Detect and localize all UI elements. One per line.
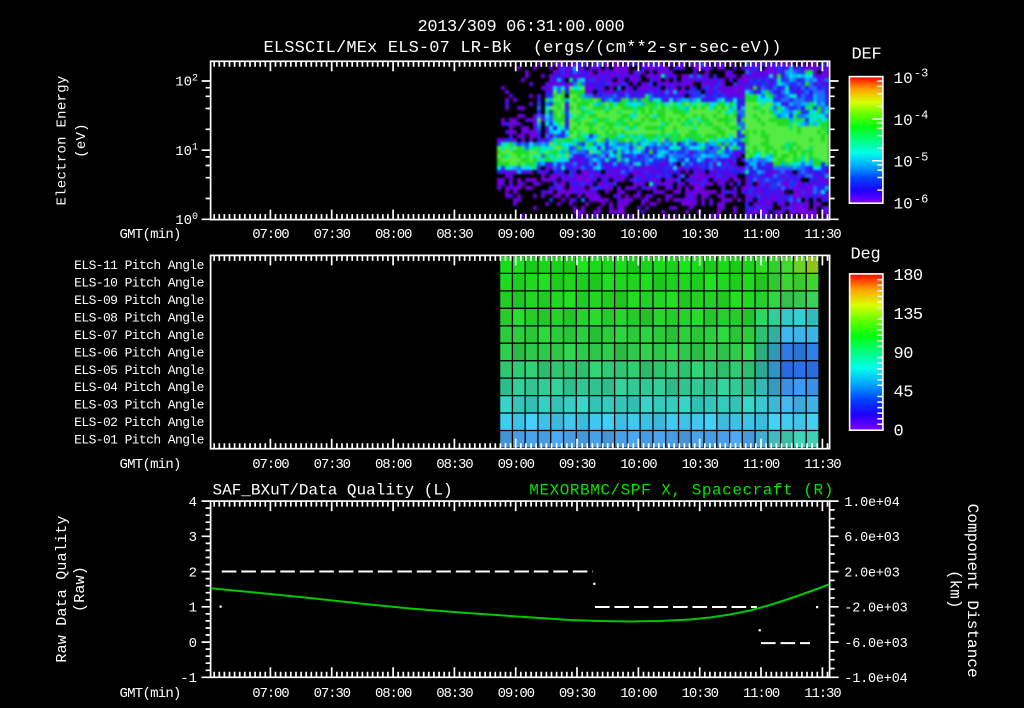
svg-text:10:30: 10:30 <box>682 227 719 243</box>
svg-text:09:00: 09:00 <box>498 686 535 702</box>
svg-text:GMT(min): GMT(min) <box>120 686 181 702</box>
svg-text:6.0e+03: 6.0e+03 <box>844 531 899 546</box>
svg-text:2: 2 <box>192 74 198 85</box>
svg-text:(eV): (eV) <box>74 123 90 158</box>
svg-text:(km): (km) <box>946 570 964 609</box>
svg-text:10:00: 10:00 <box>620 457 657 473</box>
svg-text:11:00: 11:00 <box>743 457 780 473</box>
svg-text:ELS-05 Pitch Angle: ELS-05 Pitch Angle <box>74 363 204 378</box>
svg-text:ELS-10 Pitch Angle: ELS-10 Pitch Angle <box>74 276 204 291</box>
svg-text:10:00: 10:00 <box>620 686 657 702</box>
svg-text:MEXORBMC/SPF X, Spacecraft (R): MEXORBMC/SPF X, Spacecraft (R) <box>529 481 834 499</box>
svg-text:45: 45 <box>894 384 914 403</box>
svg-text:180: 180 <box>894 267 923 286</box>
svg-text:-6.0e+03: -6.0e+03 <box>844 637 907 652</box>
svg-text:07:00: 07:00 <box>252 227 289 243</box>
svg-text:DEF: DEF <box>852 46 882 65</box>
svg-text:ELS-08 Pitch Angle: ELS-08 Pitch Angle <box>74 311 204 326</box>
svg-text:SAF_BXuT/Data Quality (L): SAF_BXuT/Data Quality (L) <box>213 481 453 499</box>
svg-text:07:30: 07:30 <box>314 457 351 473</box>
svg-text:08:30: 08:30 <box>436 227 473 243</box>
svg-text:-5: -5 <box>914 150 928 164</box>
svg-text:09:00: 09:00 <box>498 457 535 473</box>
svg-text:-1: -1 <box>180 671 197 687</box>
svg-text:ELS-06 Pitch Angle: ELS-06 Pitch Angle <box>74 345 204 360</box>
svg-text:ELS-04 Pitch Angle: ELS-04 Pitch Angle <box>74 380 204 395</box>
svg-text:10: 10 <box>175 75 192 91</box>
svg-text:09:30: 09:30 <box>559 457 596 473</box>
svg-text:07:00: 07:00 <box>252 457 289 473</box>
svg-text:11:30: 11:30 <box>804 457 841 473</box>
svg-text:0: 0 <box>894 423 904 442</box>
svg-text:09:30: 09:30 <box>559 686 596 702</box>
svg-text:11:30: 11:30 <box>804 227 841 243</box>
svg-text:-2.0e+03: -2.0e+03 <box>844 602 907 617</box>
svg-text:10: 10 <box>894 112 913 130</box>
svg-text:07:30: 07:30 <box>314 686 351 702</box>
svg-text:11:00: 11:00 <box>743 227 780 243</box>
svg-text:-4: -4 <box>914 109 928 123</box>
svg-text:Electron Energy: Electron Energy <box>55 75 71 205</box>
svg-text:09:30: 09:30 <box>559 227 596 243</box>
svg-text:0: 0 <box>189 636 197 652</box>
svg-text:1: 1 <box>192 143 198 154</box>
svg-text:3: 3 <box>189 530 197 546</box>
svg-text:ELS-02 Pitch Angle: ELS-02 Pitch Angle <box>74 415 204 430</box>
svg-text:-6: -6 <box>914 192 928 206</box>
svg-text:07:00: 07:00 <box>252 686 289 702</box>
svg-text:90: 90 <box>894 345 914 364</box>
svg-text:ELSSCIL/MEx ELS-07 LR-Bk (erg: ELSSCIL/MEx ELS-07 LR-Bk (ergs/(cm**2-sr… <box>264 39 782 58</box>
svg-text:Component Distance: Component Distance <box>963 504 981 678</box>
svg-text:10: 10 <box>894 70 913 88</box>
svg-text:07:30: 07:30 <box>314 227 351 243</box>
svg-text:08:30: 08:30 <box>436 686 473 702</box>
svg-text:ELS-11 Pitch Angle: ELS-11 Pitch Angle <box>74 258 204 273</box>
svg-text:ELS-03 Pitch Angle: ELS-03 Pitch Angle <box>74 398 204 413</box>
svg-text:4: 4 <box>189 495 197 511</box>
svg-text:(Raw): (Raw) <box>72 566 89 612</box>
svg-text:ELS-01 Pitch Angle: ELS-01 Pitch Angle <box>74 433 204 448</box>
svg-text:10:30: 10:30 <box>682 457 719 473</box>
svg-text:2.0e+03: 2.0e+03 <box>844 566 899 581</box>
svg-text:0: 0 <box>192 212 198 223</box>
svg-text:11:00: 11:00 <box>743 686 780 702</box>
svg-text:ELS-09 Pitch Angle: ELS-09 Pitch Angle <box>74 293 204 308</box>
svg-text:2013/309 06:31:00.000: 2013/309 06:31:00.000 <box>418 18 625 37</box>
svg-text:10: 10 <box>894 154 913 172</box>
svg-text:08:00: 08:00 <box>375 227 412 243</box>
svg-text:-3: -3 <box>914 67 928 81</box>
svg-text:10:00: 10:00 <box>620 227 657 243</box>
svg-text:135: 135 <box>894 306 923 325</box>
svg-text:11:30: 11:30 <box>804 686 841 702</box>
svg-text:Deg: Deg <box>851 245 881 264</box>
svg-text:Raw Data Quality: Raw Data Quality <box>54 515 71 662</box>
svg-text:10: 10 <box>175 144 192 160</box>
svg-text:ELS-07 Pitch Angle: ELS-07 Pitch Angle <box>74 328 204 343</box>
svg-text:09:00: 09:00 <box>498 227 535 243</box>
svg-text:2: 2 <box>189 565 197 581</box>
svg-text:10:30: 10:30 <box>682 686 719 702</box>
svg-text:10: 10 <box>175 213 192 229</box>
svg-text:08:00: 08:00 <box>375 686 412 702</box>
svg-text:10: 10 <box>894 196 913 214</box>
svg-text:GMT(min): GMT(min) <box>120 457 181 473</box>
svg-text:08:00: 08:00 <box>375 457 412 473</box>
svg-text:1: 1 <box>189 601 197 617</box>
svg-text:GMT(min): GMT(min) <box>120 227 181 243</box>
svg-text:-1.0e+04: -1.0e+04 <box>844 672 907 687</box>
svg-text:1.0e+04: 1.0e+04 <box>844 496 899 511</box>
svg-text:08:30: 08:30 <box>436 457 473 473</box>
